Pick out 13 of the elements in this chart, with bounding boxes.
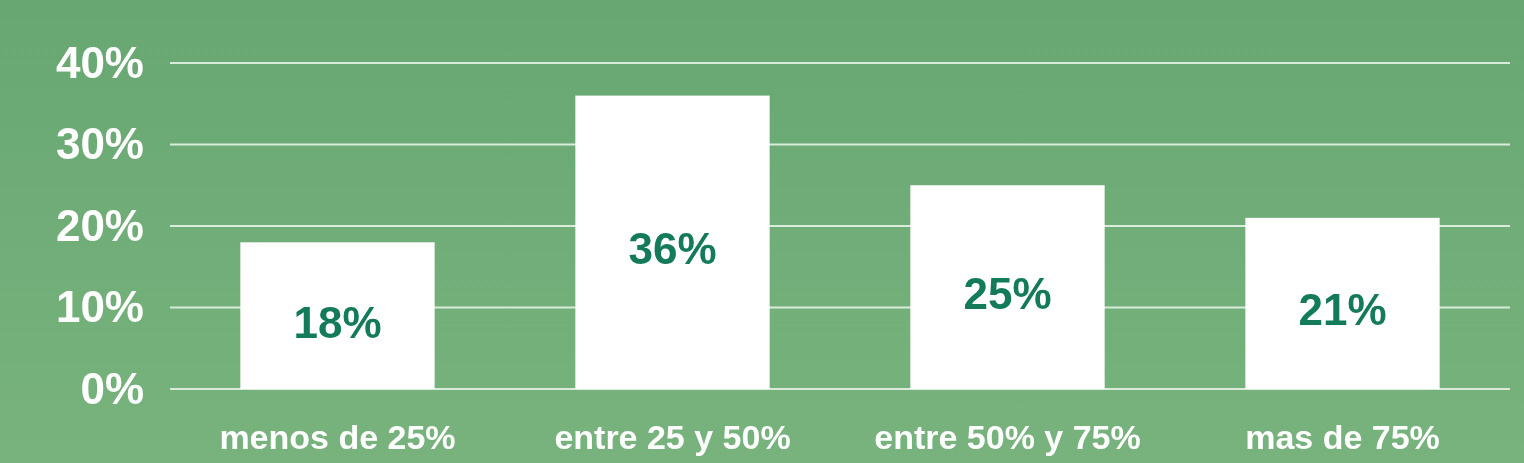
data-label: 25% — [963, 269, 1052, 319]
y-tick-label: 10% — [55, 282, 144, 332]
x-tick-label: menos de 25% — [219, 418, 456, 457]
y-tick-label: 0% — [80, 363, 144, 413]
data-label: 36% — [628, 224, 717, 274]
data-label: 18% — [293, 297, 382, 347]
x-tick-label: entre 25 y 50% — [554, 418, 791, 457]
y-tick-label: 20% — [55, 200, 144, 250]
y-tick-label: 30% — [55, 119, 144, 169]
y-tick-label: 40% — [55, 37, 144, 87]
data-label: 21% — [1298, 285, 1387, 335]
x-tick-label: mas de 75% — [1245, 418, 1440, 457]
x-tick-label: entre 50% y 75% — [874, 418, 1141, 457]
